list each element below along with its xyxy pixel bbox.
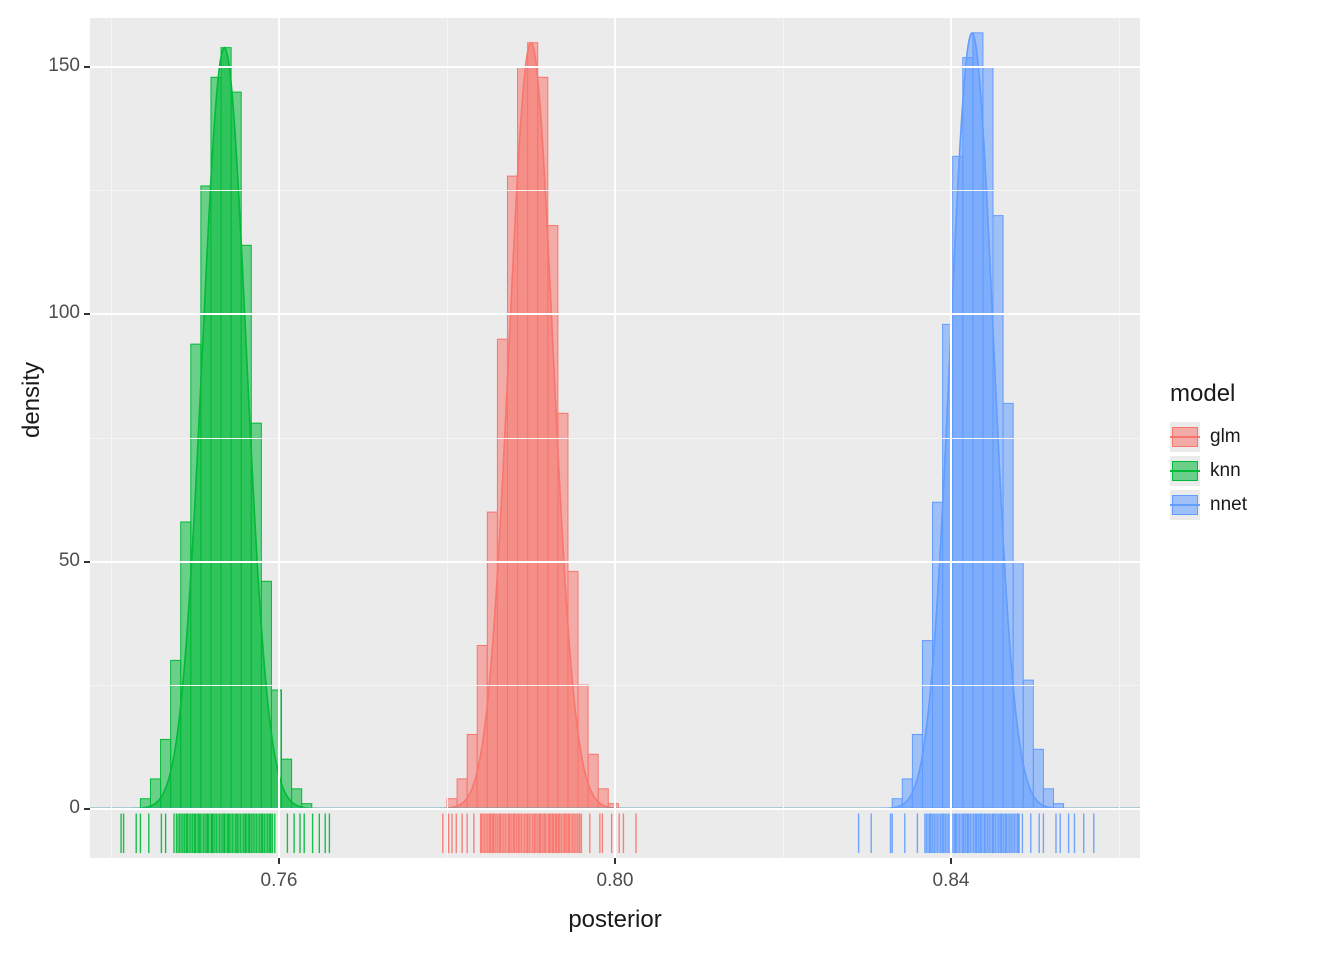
legend-label: knn [1210, 460, 1241, 482]
y-tick-label: 50 [20, 550, 80, 572]
x-tick [950, 858, 952, 864]
gridline-major [614, 18, 616, 858]
legend-item-nnet: nnet [1170, 488, 1247, 522]
x-tick [614, 858, 616, 864]
y-tick [84, 561, 90, 563]
x-tick [278, 858, 280, 864]
x-axis-title: posterior [90, 906, 1140, 934]
chart-container: density posterior model glm knn nnet 0 50 10… [0, 0, 1344, 960]
legend-key-glm [1170, 422, 1200, 452]
gridline-minor [1119, 18, 1120, 858]
legend: model glm knn nnet [1170, 380, 1247, 522]
legend-item-glm: glm [1170, 420, 1247, 454]
legend-title: model [1170, 380, 1247, 408]
density-area [882, 33, 1062, 809]
legend-items: glm knn nnet [1170, 420, 1247, 522]
gridline-major [950, 18, 952, 858]
x-tick-label: 0.76 [239, 870, 319, 892]
y-axis-title: density [18, 362, 46, 438]
y-tick [84, 808, 90, 810]
legend-item-knn: knn [1170, 454, 1247, 488]
legend-label: nnet [1210, 494, 1247, 516]
legend-key-nnet [1170, 490, 1200, 520]
gridline-minor [783, 18, 784, 858]
legend-label: glm [1210, 426, 1241, 448]
gridline-minor [111, 18, 112, 858]
y-tick-label: 100 [20, 302, 80, 324]
density-area [439, 43, 622, 809]
legend-key-knn [1170, 456, 1200, 486]
density-area [133, 48, 316, 809]
y-tick [84, 66, 90, 68]
gridline-major [278, 18, 280, 858]
y-tick-label: 150 [20, 55, 80, 77]
gridline-minor [447, 18, 448, 858]
y-tick-label: 0 [20, 797, 80, 819]
x-tick-label: 0.80 [575, 870, 655, 892]
x-tick-label: 0.84 [911, 870, 991, 892]
y-tick [84, 313, 90, 315]
